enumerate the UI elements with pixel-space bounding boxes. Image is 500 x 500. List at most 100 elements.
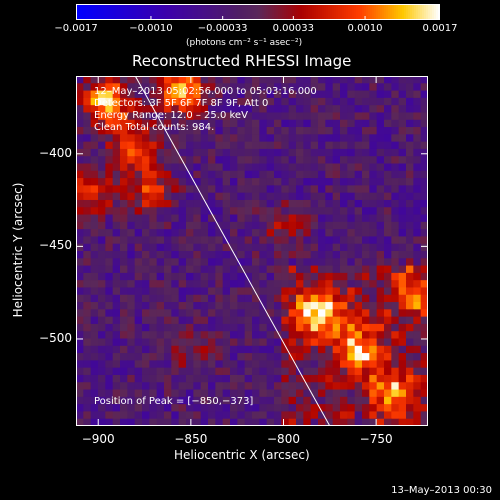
heatmap-pixel [376,83,385,92]
heatmap-pixel [318,170,326,179]
heatmap-pixel [274,382,282,391]
heatmap-pixel [134,229,143,237]
heatmap-pixel [252,316,260,325]
heatmap-pixel [230,367,238,376]
heatmap-pixel [76,411,84,420]
heatmap-pixel [413,367,422,376]
heatmap-pixel [398,338,407,347]
heatmap-pixel [303,105,312,113]
heatmap-pixel [164,83,172,92]
heatmap-pixel [310,221,319,230]
heatmap-pixel [171,396,180,405]
heatmap-pixel [274,192,282,201]
heatmap-pixel [98,323,106,332]
heatmap-pixel [354,127,363,135]
heatmap-pixel [112,97,121,106]
heatmap-pixel [164,243,172,252]
heatmap-pixel [230,272,238,281]
heatmap-pixel [281,97,290,106]
heatmap-pixel [134,178,143,186]
heatmap-pixel [186,112,194,121]
heatmap-pixel [347,280,356,288]
heatmap-pixel [149,316,158,325]
heatmap-pixel [362,199,370,208]
heatmap-pixel [142,178,150,186]
heatmap-pixel [230,214,238,223]
heatmap-pixel [120,294,128,303]
heatmap-pixel [171,309,180,318]
heatmap-pixel [164,272,172,281]
heatmap-pixel [178,185,187,194]
heatmap-pixel [112,396,121,405]
heatmap-pixel [98,90,106,99]
heatmap-pixel [215,345,224,354]
heatmap-pixel [310,243,319,252]
colorbar-band [260,4,263,20]
heatmap-pixel [222,396,231,405]
colorbar-band [190,4,193,20]
heatmap-pixel [112,156,121,164]
heatmap-pixel [230,287,238,296]
heatmap-pixel [105,302,114,310]
heatmap-pixel [134,338,143,347]
heatmap-pixel [171,236,180,245]
heatmap-pixel [90,396,99,405]
heatmap-pixel [76,83,84,92]
heatmap-pixel [281,163,290,172]
heatmap-pixel [274,309,282,318]
colorbar-band [282,4,285,20]
heatmap-pixel [303,345,312,354]
heatmap-pixel [83,76,92,84]
heatmap-pixel [112,192,121,201]
heatmap-pixel [413,148,422,157]
heatmap-pixel [156,404,165,412]
heatmap-pixel [127,185,136,194]
heatmap-pixel [171,251,180,259]
heatmap-pixel [178,294,187,303]
heatmap-pixel [354,323,363,332]
heatmap-pixel [259,382,268,391]
heatmap-pixel [259,243,268,252]
heatmap-pixel [391,119,400,128]
heatmap-pixel [420,360,429,369]
heatmap-pixel [120,97,128,106]
heatmap-pixel [259,178,268,186]
heatmap-pixel [325,192,334,201]
heatmap-pixel [164,338,172,347]
heatmap-pixel [354,382,363,391]
heatmap-pixel [362,105,370,113]
heatmap-pixel [112,323,121,332]
heatmap-pixel [340,418,348,427]
heatmap-pixel [303,243,312,252]
heatmap-pixel [142,141,150,150]
colorbar-band [184,4,187,20]
heatmap-pixel [90,353,99,361]
heatmap-pixel [193,265,202,274]
heatmap-pixel [303,229,312,237]
heatmap-pixel [90,345,99,354]
heatmap-pixel [215,221,224,230]
heatmap-pixel [310,280,319,288]
heatmap-pixel [347,251,356,259]
heatmap-pixel [420,236,429,245]
heatmap-pixel [318,112,326,121]
heatmap-pixel [296,207,304,216]
heatmap-pixel [208,382,216,391]
heatmap-pixel [186,367,194,376]
heatmap-pixel [193,97,202,106]
heatmap-pixel [244,163,253,172]
heatmap-pixel [384,374,392,383]
heatmap-pixel [200,382,209,391]
heatmap-pixel [208,105,216,113]
colorbar-band [146,4,149,20]
heatmap-pixel [340,119,348,128]
heatmap-pixel [120,331,128,339]
heatmap-pixel [288,178,297,186]
heatmap-pixel [120,389,128,398]
heatmap-pixel [362,214,370,223]
heatmap-pixel [296,382,304,391]
heatmap-pixel [127,178,136,186]
heatmap-pixel [193,411,202,420]
heatmap-pixel [156,83,165,92]
heatmap-pixel [310,258,319,267]
